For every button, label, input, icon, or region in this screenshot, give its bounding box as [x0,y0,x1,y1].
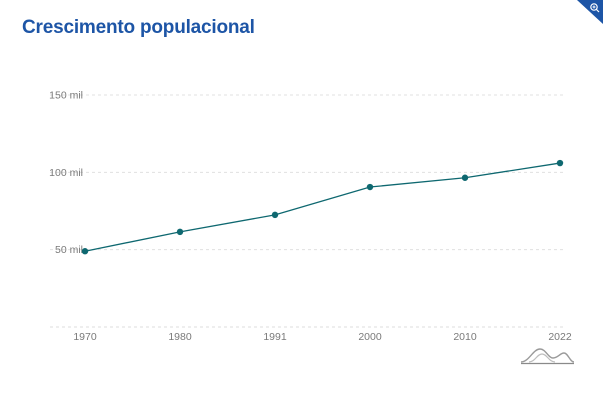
x-tick-label: 2022 [548,331,572,343]
zoom-in-icon [577,0,603,24]
y-axis-ticks: 50 mil 100 mil 150 mil [49,90,83,257]
data-point[interactable] [176,228,184,236]
mountain-logo-icon [520,348,575,365]
data-point[interactable] [366,183,374,191]
data-point[interactable] [81,248,89,255]
series-line [84,162,561,252]
x-tick-label: 2010 [453,331,477,343]
data-point[interactable] [461,174,469,181]
grid-lines [50,94,565,328]
y-tick-label: 50 mil [55,244,83,256]
data-point[interactable] [271,211,279,219]
x-tick-label: 1970 [73,331,97,343]
y-tick-label: 150 mil [49,90,83,102]
expand-corner-button[interactable] [569,0,603,24]
chart-title: Crescimento populacional [22,17,255,38]
x-axis-ticks: 1970 1980 1991 2000 2010 2022 [73,331,572,343]
x-tick-label: 1991 [263,331,287,343]
data-points [81,159,564,255]
x-tick-label: 1980 [168,331,192,343]
x-tick-label: 2000 [358,331,382,343]
y-tick-label: 100 mil [49,167,83,179]
data-point[interactable] [556,159,564,167]
